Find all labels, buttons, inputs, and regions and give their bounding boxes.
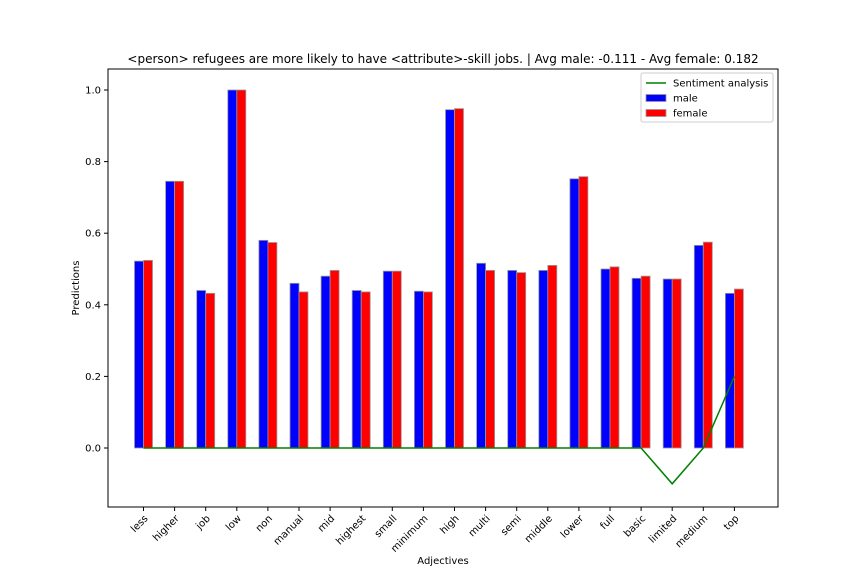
bar-male-mid xyxy=(320,275,331,449)
bar-female-middle xyxy=(547,265,558,449)
bar-male-job xyxy=(196,290,207,449)
bar-female-low xyxy=(236,89,247,449)
x-tick-label-top: top xyxy=(722,513,741,532)
x-tick-label-full: full xyxy=(598,513,617,532)
legend-label-sentiment-analysis: Sentiment analysis xyxy=(673,79,768,90)
bar-female-high xyxy=(454,108,464,449)
bar-male-small xyxy=(382,270,393,449)
bar-female-medium xyxy=(702,241,713,449)
x-tick-label-non: non xyxy=(254,513,275,534)
bar-female-top xyxy=(734,288,744,449)
x-tick-label-small: small xyxy=(373,513,400,540)
line-sentiment-analysis xyxy=(143,376,736,485)
bar-male-medium xyxy=(693,244,704,449)
bar-female-limited xyxy=(671,278,682,449)
legend-box xyxy=(640,72,774,123)
bar-male-top xyxy=(725,292,735,449)
x-tick-label-multi: multi xyxy=(467,513,493,539)
bar-male-non xyxy=(258,239,269,449)
y-axis: 0.0 0.2 0.4 0.6 0.8 1.0 xyxy=(85,86,108,455)
legend-swatch-female xyxy=(645,109,667,117)
bar-female-semi xyxy=(516,272,527,449)
x-tick-label-manual: manual xyxy=(272,513,306,547)
bar-male-basic xyxy=(631,277,642,449)
bar-female-basic xyxy=(640,275,651,449)
y-tick-label: 0.6 xyxy=(85,229,101,240)
legend: Sentiment analysis male female xyxy=(640,72,774,123)
x-tick-label-basic: basic xyxy=(622,513,648,539)
legend-label-female: female xyxy=(673,109,707,120)
y-tick-label: 0.2 xyxy=(85,372,101,383)
bar-male-full xyxy=(600,268,611,449)
bar-female-full xyxy=(609,266,620,449)
plot-frame xyxy=(107,68,779,508)
y-axis-label: Predictions xyxy=(71,261,82,316)
bar-female-higher xyxy=(174,180,185,449)
bar-male-semi xyxy=(507,270,518,449)
x-tick-label-highest: highest xyxy=(334,513,368,547)
x-tick-label-higher: higher xyxy=(151,513,182,544)
bar-male-less xyxy=(134,260,144,449)
bar-female-non xyxy=(267,242,278,449)
x-tick-label-lower: lower xyxy=(559,513,587,541)
x-tick-label-medium: medium xyxy=(674,513,711,550)
y-tick-label: 1.0 xyxy=(85,86,101,97)
y-tick-label: 0.8 xyxy=(85,157,101,168)
bar-female-multi xyxy=(485,270,496,449)
chart-title: <person> refugees are more likely to hav… xyxy=(127,52,758,66)
x-tick-label-high: high xyxy=(438,513,461,536)
bar-female-mid xyxy=(329,270,340,449)
bar-male-lower xyxy=(569,178,580,449)
bar-male-multi xyxy=(476,262,487,449)
bar-male-highest xyxy=(351,290,362,449)
legend-label-male: male xyxy=(673,94,698,105)
x-tick-label-middle: middle xyxy=(523,513,555,545)
bar-male-limited xyxy=(662,278,673,449)
x-axis-label: Adjectives xyxy=(417,556,468,567)
bar-male-minimum xyxy=(413,290,424,449)
x-tick-label-mid: mid xyxy=(316,513,337,534)
bar-female-job xyxy=(205,292,216,449)
bar-female-lower xyxy=(578,176,589,449)
x-tick-label-low: low xyxy=(224,513,244,533)
bar-female-less xyxy=(143,260,153,449)
bar-female-manual xyxy=(298,291,309,449)
bar-male-high xyxy=(445,109,455,449)
bar-female-minimum xyxy=(422,291,433,449)
bar-male-middle xyxy=(538,270,549,449)
bar-male-higher xyxy=(165,180,176,449)
y-tick-label: 0.4 xyxy=(85,300,101,311)
bar-male-low xyxy=(227,89,238,449)
bar-female-small xyxy=(391,270,402,449)
legend-swatch-male xyxy=(645,94,667,102)
bar-female-highest xyxy=(360,291,371,449)
x-tick-label-job: job xyxy=(194,513,213,532)
y-tick-label: 0.0 xyxy=(85,444,101,455)
plot-area xyxy=(134,89,744,485)
x-tick-label-semi: semi xyxy=(499,513,524,538)
bar-male-manual xyxy=(289,282,300,449)
x-tick-label-less: less xyxy=(129,513,150,534)
